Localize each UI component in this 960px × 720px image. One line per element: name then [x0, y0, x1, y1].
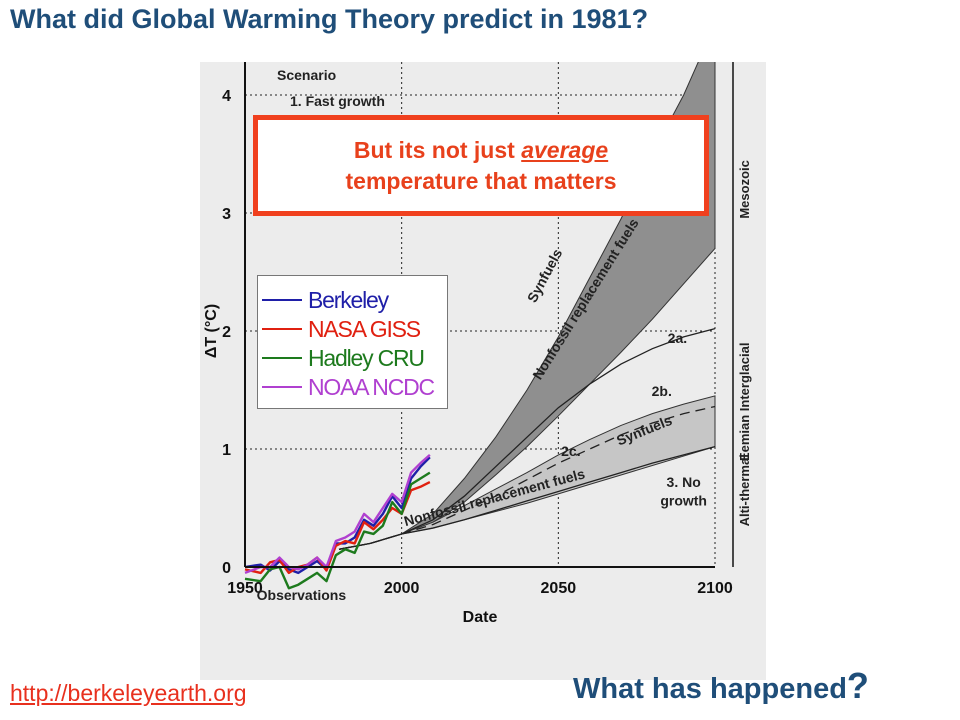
y-tick-label: 0	[222, 560, 231, 577]
y-tick-label: 3	[222, 206, 231, 223]
question-mark: ?	[846, 665, 869, 706]
chart-svg: 0 1 2 3 4 1950 2000 2050 2100 Date ΔT (°C) Scenario…	[203, 62, 752, 626]
legend-swatch	[262, 386, 302, 388]
question-label: What has happened	[573, 673, 847, 705]
y-axis-title: ΔT (°C)	[203, 304, 220, 358]
callout-emphasis: average	[521, 136, 609, 163]
legend-swatch	[262, 328, 302, 330]
callout-line-2: temperature that matters	[345, 167, 617, 194]
scenario-heading: Scenario	[277, 67, 336, 83]
x-tick-label: 2000	[384, 580, 420, 597]
legend-item-berkeley: Berkeley	[262, 286, 389, 314]
chart-annotation: Observations	[257, 587, 347, 603]
chart-annotation: 2c.	[561, 443, 580, 459]
x-tick-label: 2100	[697, 580, 733, 597]
x-tick-label: 1950	[227, 580, 263, 597]
right-axis-label: Mesozoic	[737, 160, 752, 219]
chart-annotation: 2b.	[652, 383, 672, 399]
callout-prefix: But its not just	[353, 136, 522, 163]
chart-annotation: growth	[660, 493, 707, 509]
legend-swatch	[262, 299, 302, 301]
x-tick-label: 2050	[541, 580, 577, 597]
legend-label: Berkeley	[308, 286, 389, 313]
scenario-3-line	[338, 446, 716, 550]
legend-item-noaa-ncdc: NOAA NCDC	[262, 373, 435, 401]
legend-swatch	[262, 357, 302, 359]
right-axis-label: Eemian Interglacial	[737, 343, 752, 462]
chart-annotation: Synfuels	[524, 246, 566, 305]
chart-legend: Berkeley NASA GISS Hadley CRU NOAA NCDC	[257, 275, 448, 409]
legend-label: NOAA NCDC	[308, 373, 435, 400]
callout-box: But its not just average temperature tha…	[253, 115, 709, 216]
series-line-hadley-cru	[244, 471, 431, 590]
y-tick-label: 2	[222, 324, 231, 341]
y-tick-label: 4	[222, 88, 231, 105]
legend-label: NASA GISS	[308, 315, 421, 342]
chart-annotation: 2a.	[668, 330, 687, 346]
callout-line-1: But its not just average	[354, 135, 608, 166]
series-line-noaa-ncdc	[244, 453, 431, 575]
y-tick-label: 1	[222, 442, 231, 459]
synfuels-band	[338, 62, 716, 550]
slide-title: What did Global Warming Theory predict i…	[10, 4, 649, 34]
legend-item-hadley-cru: Hadley CRU	[262, 344, 425, 372]
x-axis-title: Date	[463, 609, 498, 626]
legend-item-nasa-giss: NASA GISS	[262, 315, 421, 343]
chart-annotation: 3. No	[667, 474, 701, 490]
scenario-item: 1. Fast growth	[290, 93, 385, 109]
right-axis-label: Alti-thermal	[737, 454, 752, 526]
legend-label: Hadley CRU	[308, 344, 425, 371]
source-link[interactable]: http://berkeleyearth.org	[10, 680, 247, 706]
question-text: What has happened?	[573, 665, 869, 707]
